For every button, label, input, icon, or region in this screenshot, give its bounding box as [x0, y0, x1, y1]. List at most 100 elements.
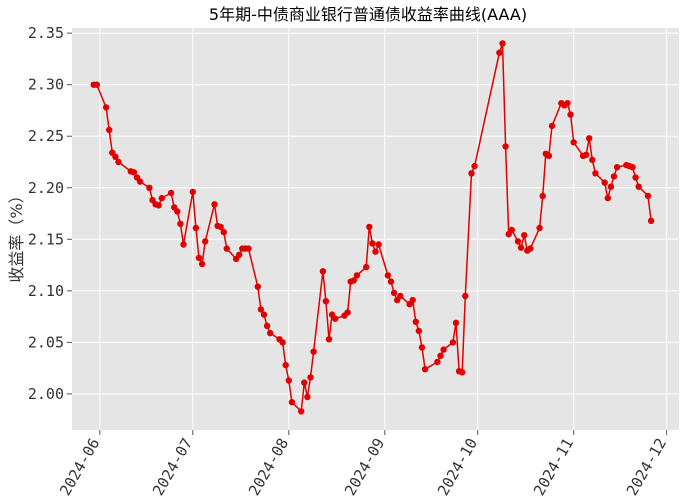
data-point: [332, 315, 339, 322]
data-point: [254, 283, 261, 290]
data-point: [236, 251, 243, 258]
data-point: [452, 319, 460, 326]
data-point: [375, 241, 382, 248]
data-point: [409, 296, 416, 304]
y-tick-label: 2.05: [28, 333, 64, 351]
data-point: [440, 346, 447, 353]
data-point: [582, 151, 590, 158]
data-point: [279, 339, 286, 346]
data-point: [592, 170, 599, 177]
data-point: [610, 173, 618, 180]
data-point: [372, 248, 379, 255]
data-point: [462, 292, 469, 300]
data-point: [586, 135, 593, 142]
data-point: [263, 322, 271, 330]
y-tick-label: 2.00: [28, 385, 64, 403]
x-tick-label: 2024-11: [530, 435, 577, 499]
x-tick-label: 2024-12: [623, 435, 670, 499]
data-point: [527, 245, 534, 252]
y-tick-label: 2.10: [28, 282, 64, 300]
data-point: [499, 40, 506, 47]
data-point: [449, 339, 457, 346]
data-point: [644, 192, 652, 200]
data-point: [434, 358, 441, 366]
data-point: [285, 377, 292, 384]
data-point: [310, 348, 317, 355]
data-point: [415, 327, 423, 335]
data-point: [564, 100, 571, 107]
data-point: [459, 369, 466, 376]
data-point: [350, 277, 357, 284]
data-point: [418, 344, 426, 351]
data-point: [384, 272, 392, 279]
data-point: [325, 336, 333, 343]
data-point: [437, 352, 444, 359]
data-point: [301, 379, 308, 386]
data-point: [604, 194, 611, 202]
data-point: [647, 217, 655, 224]
series-group: [90, 40, 655, 415]
data-point: [198, 260, 206, 268]
x-tick-label: 2024-10: [434, 435, 481, 499]
y-tick-label: 2.30: [28, 76, 64, 94]
data-point: [177, 220, 184, 227]
data-point: [363, 263, 370, 271]
y-tick-label: 2.15: [28, 230, 64, 248]
data-point: [521, 232, 528, 239]
data-point: [195, 254, 203, 262]
data-point: [508, 226, 515, 234]
data-point: [397, 292, 404, 300]
data-point: [167, 189, 175, 197]
data-point: [536, 224, 543, 232]
data-point: [93, 81, 101, 88]
data-point: [517, 244, 525, 251]
data-point: [545, 152, 553, 159]
data-point: [344, 309, 351, 316]
y-tick-label: 2.25: [28, 127, 64, 145]
data-point: [106, 126, 113, 134]
data-point: [629, 164, 636, 171]
data-point: [115, 158, 122, 166]
data-point: [130, 169, 138, 176]
data-point: [282, 361, 289, 369]
x-tick-label: 2024-06: [56, 435, 103, 499]
data-point: [468, 170, 475, 177]
data-point: [567, 111, 574, 118]
data-point: [211, 201, 218, 208]
x-tick-label: 2024-07: [149, 435, 196, 499]
data-point: [635, 183, 642, 190]
data-point: [220, 228, 227, 236]
data-point: [307, 374, 314, 381]
data-point: [502, 143, 509, 150]
data-point: [146, 184, 153, 191]
data-point: [390, 289, 398, 297]
data-point: [155, 202, 162, 209]
data-point: [189, 188, 196, 196]
data-point: [304, 393, 311, 401]
data-point: [322, 298, 330, 305]
data-point: [102, 104, 110, 111]
data-point: [202, 238, 209, 245]
data-point: [369, 240, 376, 247]
data-point: [319, 268, 327, 275]
data-point: [260, 311, 268, 318]
data-point: [298, 408, 305, 415]
grid-lines: [72, 28, 679, 430]
data-point: [421, 366, 429, 373]
data-point: [632, 174, 639, 181]
y-tick-label: 2.20: [28, 179, 64, 197]
y-tick-label: 2.35: [28, 24, 64, 42]
data-point: [180, 241, 187, 248]
data-point: [387, 278, 395, 285]
data-point: [245, 245, 252, 252]
data-point: [548, 122, 556, 130]
data-point: [158, 194, 165, 202]
data-point: [471, 162, 478, 170]
data-point: [267, 329, 274, 337]
data-point: [589, 156, 596, 164]
data-point: [570, 139, 577, 146]
data-point: [223, 245, 230, 252]
data-point: [217, 223, 224, 231]
x-tick-label: 2024-09: [341, 435, 388, 499]
